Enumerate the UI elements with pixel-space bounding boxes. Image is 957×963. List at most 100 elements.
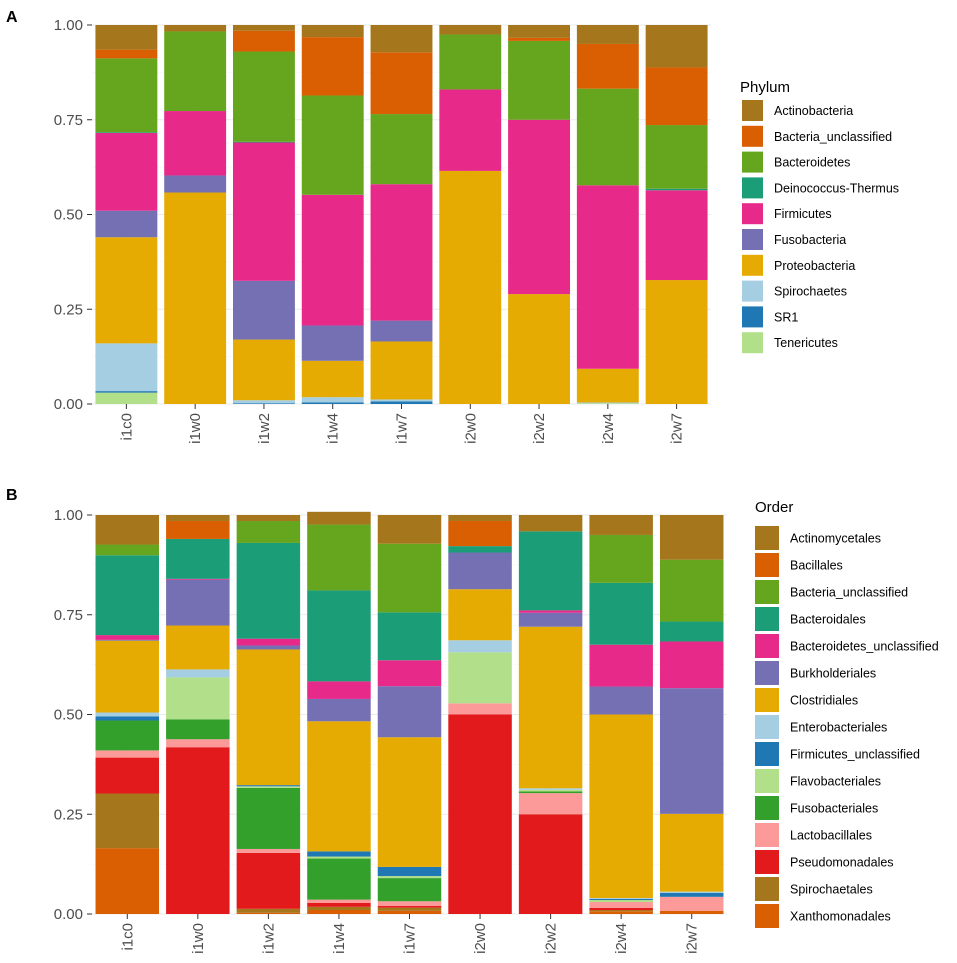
legend-label: Actinobacteria (774, 104, 853, 118)
x-tick-label: i1w4 (325, 413, 342, 444)
legend-label: Pseudomonadales (790, 856, 894, 870)
legend-label: Bacteroidales (790, 613, 866, 627)
bar-segment-bacteroidetes (301, 95, 364, 195)
legend-label: Deinococcus-Thermus (774, 181, 899, 195)
bar-segment-actinobacteria (439, 25, 502, 35)
bar-segment-firmicutes (508, 119, 571, 295)
x-tick-label: i2w0 (472, 923, 489, 954)
bar-segment-spirochaetes (301, 397, 364, 403)
legend-label: Enterobacteriales (790, 721, 887, 735)
bar-segment-fusobacteriales (166, 719, 230, 740)
panel-letter: A (6, 9, 18, 26)
legend: Order Actinomycetales Bacillales Bacteria_u… (755, 499, 939, 928)
legend-item: Spirochaetales (755, 877, 873, 901)
x-tick-label: i1c0 (118, 413, 135, 441)
bar-segment-firmicutes-unclassified (307, 851, 371, 857)
y-tick-label: 0.00 (54, 396, 83, 413)
legend-label: Bacteroidetes_unclassified (790, 640, 939, 654)
bar-segment-clostridiales (166, 625, 230, 670)
bar-segment-flavobacteriales (448, 652, 512, 704)
bar-segment-bacteroidetes-unclassified (518, 610, 583, 613)
legend-item: Clostridiales (755, 688, 858, 712)
bar-segment-burkholderiales (589, 686, 653, 715)
bar-segment-burkholderiales (95, 639, 160, 641)
bar-segment-firmicutes-unclassified (659, 892, 724, 897)
legend-swatch (755, 850, 779, 874)
legend-item: Firmicutes (742, 203, 832, 225)
legend-item: Firmicutes_unclassified (755, 742, 920, 766)
bar-segment-enterobacteriales (589, 898, 653, 899)
legend-item: Xanthomonadales (755, 904, 891, 928)
bar-segment-bacteroidales (236, 542, 301, 639)
bar-segment-bacteroidetes-unclassified (377, 660, 442, 687)
bar-segment-deinococcus-thermus (95, 132, 158, 134)
bar-segment-spirochaetes (370, 399, 433, 402)
bar-segment-fusobacteria (232, 280, 295, 340)
legend-swatch (742, 151, 763, 173)
bar-segment-bacteroidetes-unclassified (589, 644, 653, 687)
bar-segment-bacteria-unclassified (377, 543, 442, 613)
bar-segment-pseudomonadales (236, 852, 301, 909)
legend-swatch (742, 332, 763, 354)
bar-segment-flavobacteriales (518, 789, 583, 792)
legend-item: Burkholderiales (755, 661, 876, 685)
bar-segment-bacteroidetes-unclassified (307, 681, 371, 699)
bar-segment-actinomycetales (166, 515, 230, 521)
bar-segment-bacteroidales (307, 590, 371, 682)
bar-segment-enterobacteriales (95, 712, 160, 717)
bar-segment-bacteroidales (166, 538, 230, 579)
bar-segment-clostridiales (377, 737, 442, 867)
bar-segment-bacteroidetes-unclassified (236, 638, 301, 646)
bar-segment-proteobacteria (576, 368, 639, 403)
bar-segment-burkholderiales (659, 688, 724, 814)
legend-item: Fusobacteriales (755, 796, 878, 820)
bars (95, 511, 724, 914)
bar-segment-proteobacteria (232, 339, 295, 401)
bar-segment-clostridiales (659, 813, 724, 892)
bar-segment-actinomycetales (377, 515, 442, 544)
x-tick-label: i1w4 (331, 923, 348, 954)
bar-segment-firmicutes-unclassified (95, 716, 160, 721)
bar-segment-lactobacillales (659, 896, 724, 911)
legend-swatch (755, 580, 779, 604)
y-tick-label: 0.50 (54, 207, 83, 224)
legend-swatch (742, 177, 763, 199)
bar-segment-burkholderiales (236, 645, 301, 650)
bar-segment-clostridiales (518, 626, 583, 789)
bar-segment-bacteria-unclassified (236, 520, 301, 543)
bar-segment-fusobacteria (95, 210, 158, 238)
bar-segment-xanthomonadales (377, 910, 442, 914)
y-tick-label: 0.75 (54, 607, 83, 624)
bar-segment-bacteroidales (377, 612, 442, 661)
bar-segment-bacteroidetes (645, 125, 708, 189)
bar-segment-actinobacteria (576, 25, 639, 44)
bar-segment-firmicutes (301, 194, 364, 326)
legend-title: Order (755, 499, 793, 516)
legend-title: Phylum (740, 79, 790, 96)
bar-segment-lactobacillales (236, 848, 301, 853)
legend-swatch (755, 688, 779, 712)
bar-segment-bacteria-unclassified (645, 67, 708, 126)
bar-segment-lactobacillales (166, 739, 230, 748)
bar-segment-lactobacillales (377, 901, 442, 907)
bar-segment-enterobacteriales (448, 640, 512, 653)
legend-swatch (742, 254, 763, 276)
bar-segment-xanthomonadales (589, 911, 653, 914)
bar-segment-spirochaetales (307, 906, 371, 911)
legend-label: Spirochaetales (790, 883, 873, 897)
bar-segment-firmicutes (370, 184, 433, 321)
bar-segment-actinomycetales (659, 515, 724, 560)
legend-swatch (755, 526, 779, 550)
bar-segment-bacteroidetes (508, 40, 571, 120)
bar-segment-burkholderiales (377, 686, 442, 738)
x-tick-label: i1w2 (260, 923, 277, 954)
bar-segment-firmicutes-unclassified (589, 898, 653, 901)
bar-segment-flavobacteriales (236, 786, 301, 788)
bar-segment-flavobacteriales (166, 677, 230, 720)
legend-label: Tenericutes (774, 336, 838, 350)
bar-segment-xanthomonadales (236, 912, 301, 914)
bar-segment-sr1 (232, 403, 295, 404)
legend-label: Lactobacillales (790, 829, 872, 843)
legend-label: Fusobacteriales (790, 802, 878, 816)
